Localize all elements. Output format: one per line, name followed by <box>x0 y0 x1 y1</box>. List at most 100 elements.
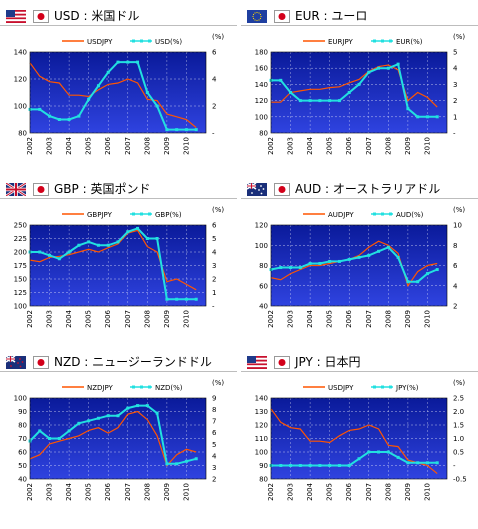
currency-panel-usdjpy: USD : 米国ドル USDJPY USD(%) (%) 80 100 120 140 - 2 4 6… <box>0 3 237 178</box>
data-point <box>396 455 400 459</box>
y-tick-label: 80 <box>18 130 27 138</box>
data-point <box>386 245 390 249</box>
unit-label: (%) <box>453 379 465 387</box>
x-tick-label: 2009 <box>404 483 412 501</box>
data-point <box>328 99 332 103</box>
y-tick-label: 100 <box>14 303 27 311</box>
plot-border <box>270 224 448 307</box>
x-tick-label: 2004 <box>306 309 314 327</box>
y2-tick-label: 7 <box>212 418 216 426</box>
panel-title: JPY : 日本円 <box>295 355 361 369</box>
data-point <box>396 62 400 66</box>
data-point <box>116 414 120 418</box>
panel-header: JPY : 日本円 <box>241 349 478 372</box>
series-line-nzd(%) <box>29 404 197 465</box>
data-point <box>318 99 322 103</box>
data-point <box>377 450 381 454</box>
panel-title: NZD : ニュージーランドドル <box>54 355 212 369</box>
data-point <box>155 411 159 415</box>
data-point <box>367 253 371 257</box>
data-point <box>279 266 283 270</box>
legend-marker <box>389 39 392 43</box>
x-tick-label: 2008 <box>384 483 392 501</box>
series-line-gbp(%) <box>30 227 197 301</box>
y2-tick-label: 2.5 <box>453 395 464 403</box>
y-tick-label: 120 <box>255 422 268 430</box>
data-point <box>308 261 312 265</box>
data-point <box>357 457 361 461</box>
y2-tick-label: 9 <box>212 395 216 403</box>
plot-border <box>29 51 207 134</box>
y2-tick-label: - <box>453 462 456 470</box>
data-point <box>175 128 179 132</box>
y2-tick-label: 5 <box>212 235 216 243</box>
x-tick-label: 2006 <box>104 482 112 500</box>
data-point <box>155 104 159 108</box>
x-tick-label: 2005 <box>326 483 334 501</box>
y2-tick-label: - <box>212 303 215 311</box>
y2-tick-label: 6 <box>212 49 217 57</box>
data-point <box>87 419 91 423</box>
x-tick-label: 2006 <box>104 136 112 154</box>
data-point <box>298 99 302 103</box>
rate-chart: USDJPY USD(%) (%) 80 100 120 140 - 2 4 6 2002 2003 20… <box>14 33 225 155</box>
x-tick-label: 2010 <box>423 137 431 155</box>
panel-title: AUD : オーストラリアドル <box>295 182 441 196</box>
series-line-usdjpy <box>29 62 197 129</box>
data-point <box>136 60 140 64</box>
data-point <box>328 259 332 263</box>
x-tick-label: 2004 <box>65 136 73 154</box>
data-point <box>106 243 110 247</box>
y2-tick-label: 8 <box>212 406 216 414</box>
series-line-gbpjpy <box>29 229 197 291</box>
data-point <box>106 70 110 74</box>
data-point <box>48 437 52 440</box>
y-tick-label: 110 <box>255 435 268 443</box>
panel-title: USD : 米国ドル <box>54 9 140 23</box>
y-tick-label: 100 <box>255 242 268 250</box>
data-point <box>367 70 371 74</box>
x-tick-label: 2009 <box>163 137 171 155</box>
x-tick-label: 2010 <box>182 483 190 501</box>
y-tick-label: 100 <box>255 113 268 121</box>
currency-panel-audjpy: AUD : オーストラリアドル AUDJPY AUD(%) (%) 40 60 80 100 1… <box>241 176 478 351</box>
y2-tick-label: 10 <box>453 222 462 230</box>
x-tick-label: 2004 <box>65 482 73 500</box>
legend-label: AUDJPY <box>328 211 354 219</box>
data-point <box>175 462 179 466</box>
x-tick-label: 2005 <box>85 310 93 328</box>
y2-tick-label: 2 <box>212 476 216 484</box>
data-point <box>386 66 390 70</box>
legend-marker <box>381 212 384 216</box>
data-point <box>377 249 381 253</box>
y-tick-label: 60 <box>18 449 27 457</box>
x-tick-label: 2003 <box>287 483 295 501</box>
y-tick-label: 40 <box>259 303 268 311</box>
y2-tick-label: 4 <box>453 65 458 73</box>
data-point <box>48 114 52 118</box>
data-point <box>425 461 429 465</box>
data-point <box>136 226 140 230</box>
data-point <box>77 114 81 118</box>
x-tick-label: 2003 <box>46 483 54 501</box>
panel-title: EUR : ユーロ <box>295 9 368 23</box>
y2-tick-label: 0.5 <box>453 449 464 457</box>
data-point <box>165 462 169 466</box>
rate-chart: USDJPY JPY(%)(%)8090100110120130140-0.5-0… <box>255 379 467 501</box>
x-tick-label: 2007 <box>365 137 373 155</box>
panel-header: EUR : ユーロ <box>241 3 478 26</box>
x-tick-label: 2006 <box>104 309 112 327</box>
series-line-eurjpy <box>271 64 438 108</box>
y2-tick-label: 2 <box>212 103 216 111</box>
data-point <box>435 461 439 465</box>
x-tick-label: 2005 <box>326 137 334 155</box>
y2-tick-label: - <box>453 130 456 138</box>
y-tick-label: 180 <box>255 49 268 57</box>
eu-flag-icon <box>247 10 267 23</box>
plot-border <box>29 397 207 480</box>
plot-border <box>29 224 207 307</box>
rate-chart: AUDJPY AUD(%) (%) 40 60 80 100 120 2 4 6 8 10 2002 200… <box>255 206 466 328</box>
rate-chart: GBPJPY GBP(%) (%) 100 125 150 175 200 225 250 - 1 2 3… <box>14 206 225 328</box>
x-tick-label: 2010 <box>423 310 431 328</box>
